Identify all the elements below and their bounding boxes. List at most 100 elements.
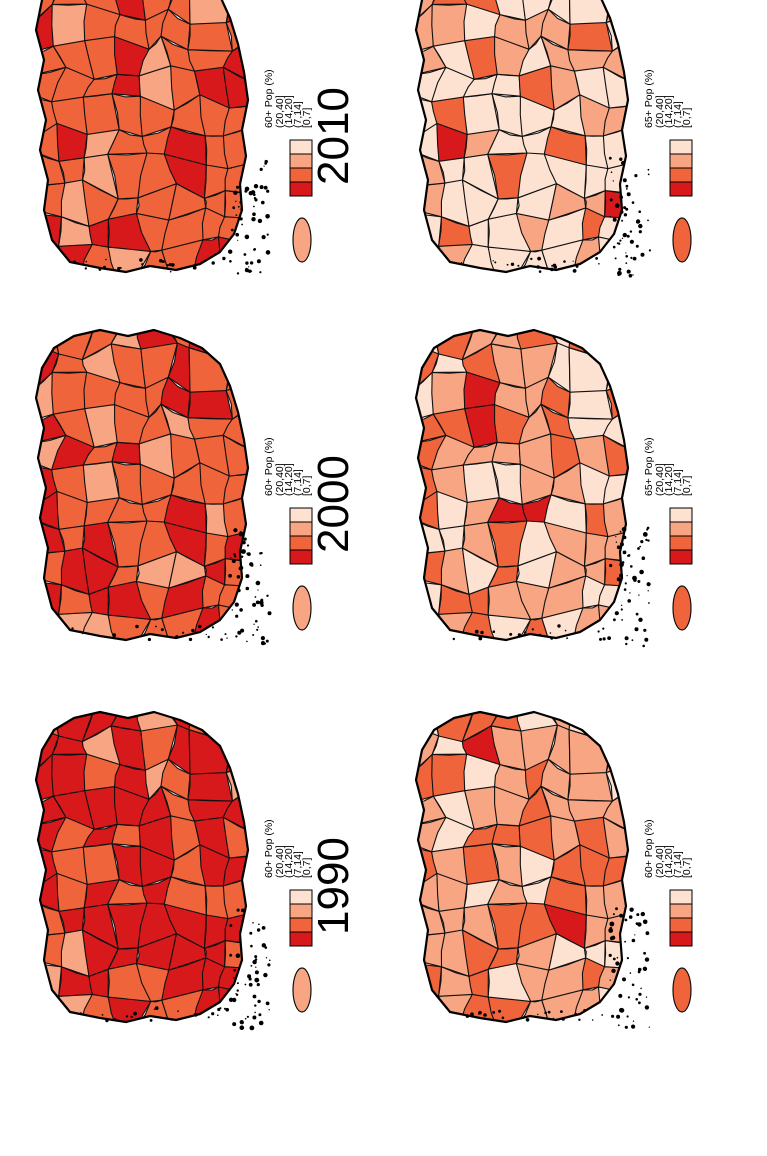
district-region — [51, 753, 88, 797]
island-speck — [626, 269, 631, 274]
island-speck — [261, 943, 267, 948]
island-speck — [193, 1012, 198, 1017]
island-speck — [85, 260, 88, 263]
district-region — [224, 190, 248, 220]
island-speck — [538, 270, 542, 273]
island-speck — [252, 922, 254, 924]
island-speck — [177, 1010, 179, 1012]
island-speck — [265, 250, 271, 255]
island-speck — [644, 637, 649, 642]
island-speck — [259, 167, 263, 171]
district-region — [111, 441, 141, 465]
island-speck — [229, 924, 233, 927]
legend-label: (14,20] — [283, 845, 295, 878]
island-speck — [112, 633, 117, 638]
island-speck — [101, 1013, 104, 1016]
region-group — [416, 712, 628, 1022]
island-speck — [266, 189, 270, 193]
island-speck — [646, 528, 649, 531]
island-speck — [619, 239, 622, 242]
island-speck — [536, 265, 540, 269]
year-title: 1990 — [309, 837, 358, 935]
island-speck — [256, 928, 261, 932]
island-speck — [207, 1016, 210, 1019]
island-speck — [81, 632, 84, 635]
island-speck — [71, 627, 74, 630]
island-speck — [648, 602, 650, 604]
island-speck — [160, 628, 164, 632]
island-speck — [240, 628, 245, 633]
legend-label: [0,7] — [301, 857, 313, 878]
island-speck — [239, 1025, 245, 1030]
island-speck — [265, 639, 269, 643]
island-speck — [623, 213, 628, 217]
island-speck — [564, 629, 567, 632]
island-speck — [153, 1008, 156, 1010]
island-speck — [257, 218, 263, 224]
district-region — [491, 441, 521, 465]
island-speck — [608, 953, 612, 957]
island-speck — [537, 1013, 539, 1016]
island-speck — [607, 636, 612, 641]
island-speck — [154, 1006, 159, 1010]
island-speck — [629, 592, 631, 594]
island-speck — [269, 959, 271, 962]
district-region — [567, 389, 613, 420]
legend-label: (20,40] — [274, 95, 286, 128]
island-speck — [242, 540, 246, 545]
island-speck — [620, 210, 624, 214]
legend-swatch — [669, 153, 693, 169]
island-speck — [260, 603, 264, 607]
island-speck — [237, 588, 241, 593]
island-speck — [625, 252, 627, 254]
legend-swatch — [289, 507, 313, 523]
legend: 60+ Pop (%) (20,40](14,20](7,14][0,7] — [263, 69, 313, 197]
island-speck — [621, 219, 624, 222]
island-speck — [510, 262, 515, 266]
island-speck — [211, 261, 215, 265]
island-speck — [139, 258, 143, 262]
island-speck — [638, 617, 643, 622]
legend: 60+ Pop (%) (20,40](14,20](7,14][0,7] — [263, 437, 313, 565]
island-speck — [219, 1007, 222, 1010]
island-speck — [260, 641, 266, 646]
island-speck — [233, 528, 238, 533]
island-speck — [198, 624, 202, 629]
district-region — [188, 0, 232, 25]
island-speck — [105, 258, 107, 261]
island-speck — [230, 167, 233, 169]
island-speck — [239, 939, 241, 941]
island-speck — [638, 230, 642, 234]
island-speck — [617, 1024, 620, 1027]
island-speck — [103, 265, 106, 269]
island-speck — [239, 1020, 244, 1025]
island-speck — [633, 578, 637, 582]
island-speck — [228, 997, 234, 1002]
district-region — [222, 434, 248, 477]
district-region — [111, 73, 141, 97]
district-region — [567, 771, 613, 802]
island-speck — [248, 266, 250, 268]
island-speck — [117, 266, 121, 271]
island-speck — [255, 619, 258, 623]
district-region — [51, 371, 88, 415]
island-speck — [551, 264, 554, 267]
legend-swatch — [669, 507, 693, 523]
island-speck — [248, 977, 252, 981]
island-speck — [233, 190, 238, 195]
island-speck — [265, 213, 270, 219]
island-speck — [634, 173, 638, 178]
island-speck — [640, 252, 645, 257]
island-speck — [612, 913, 615, 916]
island-speck — [622, 535, 627, 540]
island-speck — [265, 957, 268, 959]
district-region — [36, 330, 60, 355]
legend-swatch — [669, 917, 693, 933]
island-speck — [624, 582, 627, 585]
island-speck — [629, 907, 634, 912]
island-speck — [625, 207, 629, 211]
island-speck — [261, 926, 266, 930]
island-speck — [113, 1018, 117, 1021]
island-speck — [614, 203, 620, 208]
island-speck — [642, 919, 648, 925]
